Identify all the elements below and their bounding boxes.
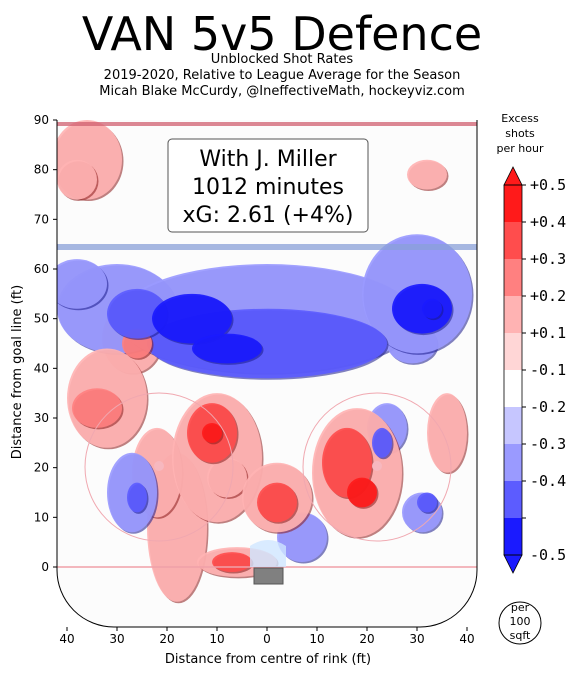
x-axis: 40 30 20 10 0 10 20 30 40 (59, 627, 475, 646)
heat-blob (107, 288, 167, 339)
x-tick-label: 30 (109, 632, 124, 646)
colorbar-label: -0.1 (530, 361, 566, 379)
y-tick-label: 40 (34, 361, 49, 375)
colorbar-segment (504, 407, 522, 445)
heat-blob (202, 422, 222, 443)
colorbar: Excess shots per hour +0.5 +0.4 +0.3 +0.2 +0… (497, 112, 566, 574)
unit-line-2: 100 (510, 615, 531, 628)
colorbar-title-line-3: per hour (497, 142, 544, 155)
y-tick-label: 20 (34, 461, 49, 475)
colorbar-segment (504, 296, 522, 334)
colorbar-label: +0.1 (530, 324, 566, 342)
colorbar-segment (504, 222, 522, 260)
heat-blob (422, 298, 442, 319)
colorbar-label: +0.4 (530, 213, 566, 231)
goal-net (253, 567, 284, 585)
colorbar-label: -0.3 (530, 435, 566, 453)
heatmap-layer (57, 120, 474, 604)
heat-blob (417, 492, 437, 513)
colorbar-label: -0.2 (530, 398, 566, 416)
unit-line-3: sqft (510, 629, 531, 642)
y-tick-label: 60 (34, 262, 49, 276)
colorbar-extend-bottom (503, 554, 523, 574)
x-tick-label: 40 (59, 632, 74, 646)
y-tick-label: 0 (41, 560, 49, 574)
red-line (57, 122, 477, 126)
colorbar-extend-top (503, 166, 523, 186)
colorbar-segment (504, 518, 522, 556)
goal-crease (250, 540, 286, 567)
heat-blob (407, 159, 447, 190)
colorbar-title-line-2: shots (505, 127, 535, 140)
colorbar-segment (504, 481, 522, 519)
chart-title: VAN 5v5 Defence (82, 7, 482, 61)
heat-blob (207, 457, 247, 498)
annotation-box: With J. Miller 1012 minutes xG: 2.61 (+4… (167, 138, 369, 233)
y-tick-label: 50 (34, 312, 49, 326)
colorbar-segment (504, 333, 522, 371)
colorbar-segment (504, 444, 522, 482)
x-tick-label: 40 (459, 632, 474, 646)
heat-blob (152, 293, 232, 344)
colorbar-segment (504, 370, 522, 408)
y-axis-label: Distance from goal line (ft) (10, 285, 25, 459)
x-tick-label: 20 (359, 632, 374, 646)
heat-blob (372, 427, 392, 458)
faceoff-circle-left (84, 392, 234, 542)
heat-blob (57, 159, 97, 200)
heat-blob (57, 259, 107, 309)
blue-line (57, 244, 477, 250)
colorbar-label: +0.5 (530, 176, 566, 194)
heat-blob (192, 333, 262, 364)
heat-blob (127, 482, 147, 513)
colorbar-segment (504, 259, 522, 297)
colorbar-label: +0.3 (530, 250, 566, 268)
faceoff-circle-right (302, 392, 452, 542)
x-tick-label: 10 (309, 632, 324, 646)
colorbar-title-line-1: Excess (501, 112, 539, 125)
colorbar-label: +0.2 (530, 287, 566, 305)
y-tick-label: 10 (34, 510, 49, 524)
x-tick-label: 20 (159, 632, 174, 646)
heat-blob (257, 482, 297, 523)
unit-badge: per 100 sqft (498, 601, 542, 645)
y-axis: 0 10 20 30 40 50 60 70 80 90 (34, 113, 58, 574)
x-tick-label: 10 (209, 632, 224, 646)
annotation-line-3: xG: 2.61 (+4%) (183, 203, 354, 228)
y-tick-label: 30 (34, 411, 49, 425)
faceoff-dot-left (154, 461, 164, 471)
y-tick-label: 70 (34, 212, 49, 226)
x-tick-label: 0 (263, 632, 271, 646)
heat-blob (72, 388, 122, 428)
colorbar-label: -0.5 (530, 546, 566, 564)
x-tick-label: 30 (409, 632, 424, 646)
annotation-line-1: With J. Miller (199, 147, 337, 172)
colorbar-segment (504, 185, 522, 223)
y-tick-label: 80 (34, 163, 49, 177)
rink-markings (57, 122, 477, 585)
annotation-line-2: 1012 minutes (192, 175, 344, 200)
heat-blob (347, 477, 377, 508)
colorbar-label: -0.4 (530, 472, 566, 490)
subtitle-line-2: 2019-2020, Relative to League Average fo… (104, 68, 461, 83)
subtitle-line-1: Unblocked Shot Rates (211, 52, 354, 67)
x-axis-label: Distance from centre of rink (ft) (165, 652, 371, 667)
faceoff-dot-right (372, 461, 382, 471)
unit-line-1: per (511, 601, 530, 614)
heat-blob (427, 393, 467, 473)
heat-blob (212, 552, 252, 572)
y-tick-label: 90 (34, 113, 49, 127)
subtitle-line-3: Micah Blake McCurdy, @IneffectiveMath, h… (99, 84, 465, 99)
